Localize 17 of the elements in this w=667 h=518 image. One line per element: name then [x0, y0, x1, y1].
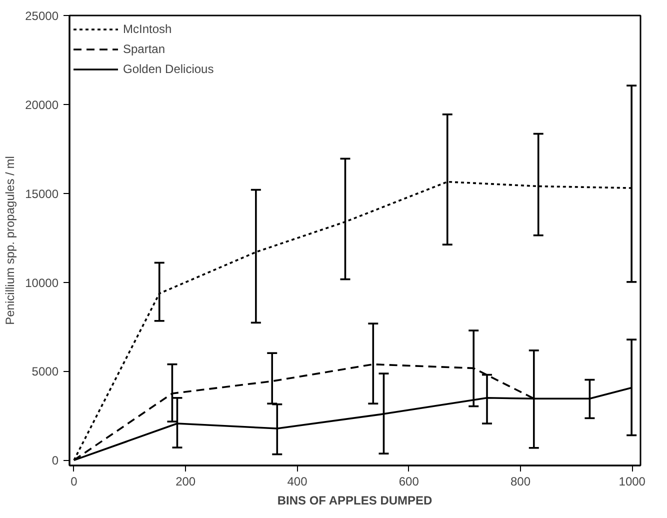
y-tick-label: 20000 — [25, 98, 59, 112]
x-tick-label: 200 — [176, 474, 196, 488]
x-tick-label: 600 — [398, 474, 420, 488]
y-tick-label: 25000 — [25, 9, 59, 23]
x-tick-label: 0 — [70, 474, 78, 488]
x-tick-label: 1000 — [618, 474, 646, 488]
x-tick-label: 400 — [287, 474, 308, 488]
y-tick-label: 10000 — [25, 276, 59, 290]
y-tick-label: 15000 — [25, 186, 59, 201]
y-axis-title: Penicillium spp. propagules / ml — [3, 156, 18, 325]
y-tick-label: 5000 — [32, 364, 59, 379]
y-tick-label: 0 — [52, 454, 59, 468]
x-axis-title: BINS OF APPLES DUMPED — [277, 494, 433, 508]
legend-label: McIntosh — [123, 22, 172, 36]
x-tick-label: 800 — [510, 474, 531, 488]
legend-label: Spartan — [123, 42, 166, 56]
legend-label: Golden Delicious — [123, 62, 214, 76]
